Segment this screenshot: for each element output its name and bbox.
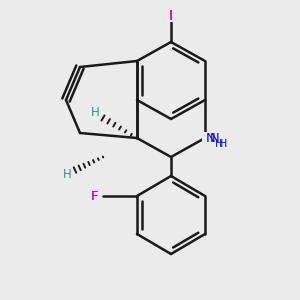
Text: F: F bbox=[90, 190, 98, 202]
FancyBboxPatch shape bbox=[166, 10, 176, 22]
FancyBboxPatch shape bbox=[88, 190, 100, 202]
Text: H: H bbox=[215, 139, 223, 149]
FancyBboxPatch shape bbox=[202, 132, 222, 146]
Text: H: H bbox=[219, 139, 227, 149]
Text: F: F bbox=[90, 190, 98, 202]
Text: N: N bbox=[206, 131, 216, 145]
Text: H: H bbox=[63, 169, 71, 182]
Text: H: H bbox=[91, 106, 99, 118]
Text: I: I bbox=[169, 9, 173, 23]
Text: I: I bbox=[169, 9, 173, 23]
Text: N: N bbox=[210, 131, 220, 145]
